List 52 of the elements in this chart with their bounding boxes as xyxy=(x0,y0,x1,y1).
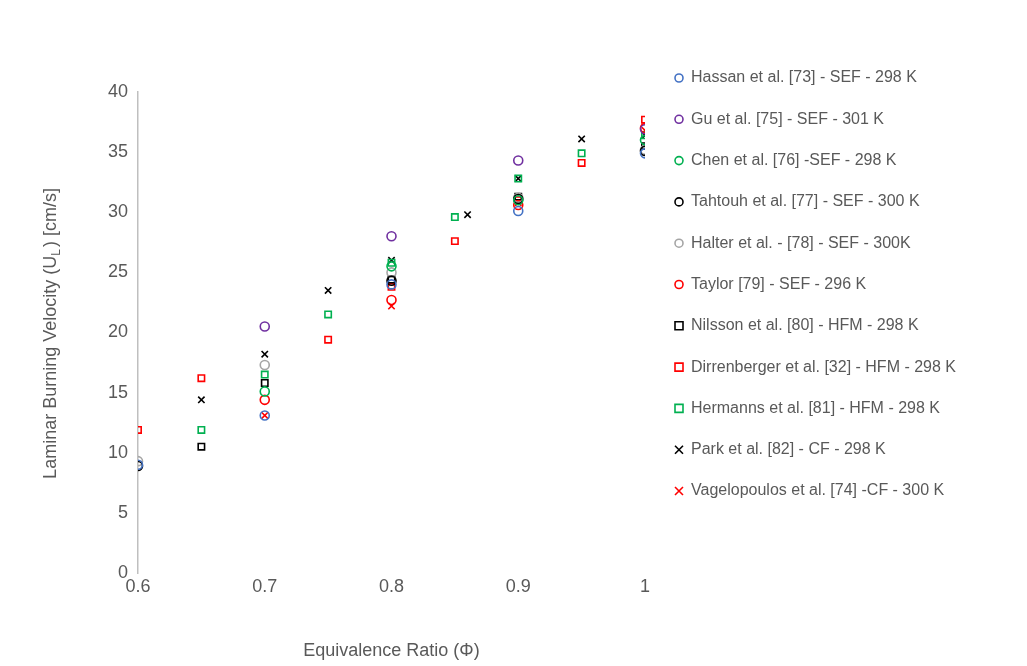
point xyxy=(512,205,524,217)
legend-label: Nilsson et al. [80] - HFM - 298 K xyxy=(691,316,919,334)
legend-label: Tahtouh et al. [77] - SEF - 300 K xyxy=(691,192,920,210)
point xyxy=(450,237,459,246)
y-tick-label: 30 xyxy=(107,201,128,222)
y-tick-label: 20 xyxy=(107,321,128,342)
point xyxy=(512,155,524,166)
point xyxy=(197,442,206,451)
y-tick-label: 15 xyxy=(107,381,128,402)
point xyxy=(259,394,271,406)
point xyxy=(386,231,397,242)
legend-label: Vagelopoulos et al. [74] -CF - 300 K xyxy=(691,481,945,499)
legend-label: Halter et al. - [78] - SEF - 300K xyxy=(691,233,911,251)
y-tick-label: 35 xyxy=(107,141,128,162)
x-tick-label: 1 xyxy=(639,575,651,596)
point xyxy=(387,302,396,311)
point xyxy=(197,374,206,383)
point xyxy=(324,310,333,319)
y-axis-title: Laminar Burning Velocity (UL) [cm/s] xyxy=(40,188,63,479)
point xyxy=(197,395,206,404)
point xyxy=(577,149,586,158)
x-tick-label: 0.9 xyxy=(505,575,531,596)
legend-label: Hassan et al. [73] - SEF - 298 K xyxy=(691,68,918,86)
legend-label: Chen et al. [76] -SEF - 298 K xyxy=(691,151,897,169)
point xyxy=(260,350,269,359)
legend-label: Park et al. [82] - CF - 298 K xyxy=(691,440,887,458)
point xyxy=(512,199,524,211)
x-axis-title: Equivalence Ratio (Φ) xyxy=(303,640,480,661)
point xyxy=(386,267,397,278)
point xyxy=(259,321,271,332)
legend-label: Taylor [79] - SEF - 296 K xyxy=(691,274,867,292)
point xyxy=(260,370,269,379)
point xyxy=(577,158,586,167)
legend-label: Hermanns et al. [81] - HFM - 298 K xyxy=(691,398,941,416)
y-tick-label: 5 xyxy=(117,501,128,522)
y-tick-label: 0 xyxy=(117,561,128,582)
point xyxy=(463,210,472,219)
x-tick-label: 0.8 xyxy=(378,575,405,596)
point xyxy=(260,379,269,387)
point xyxy=(386,261,397,272)
y-tick-label: 40 xyxy=(107,80,128,101)
legend-label: Gu et al. [75] - SEF - 301 K xyxy=(691,109,885,127)
x-tick-label: 0.7 xyxy=(252,575,278,596)
point xyxy=(259,386,271,397)
point xyxy=(324,335,333,344)
point xyxy=(259,359,271,371)
y-tick-label: 25 xyxy=(107,261,128,282)
point xyxy=(197,425,206,434)
y-tick-label: 10 xyxy=(107,441,128,462)
point xyxy=(450,213,459,222)
point xyxy=(386,294,397,306)
legend-label: Dirrenberger et al. [32] - HFM - 298 K xyxy=(691,357,957,375)
